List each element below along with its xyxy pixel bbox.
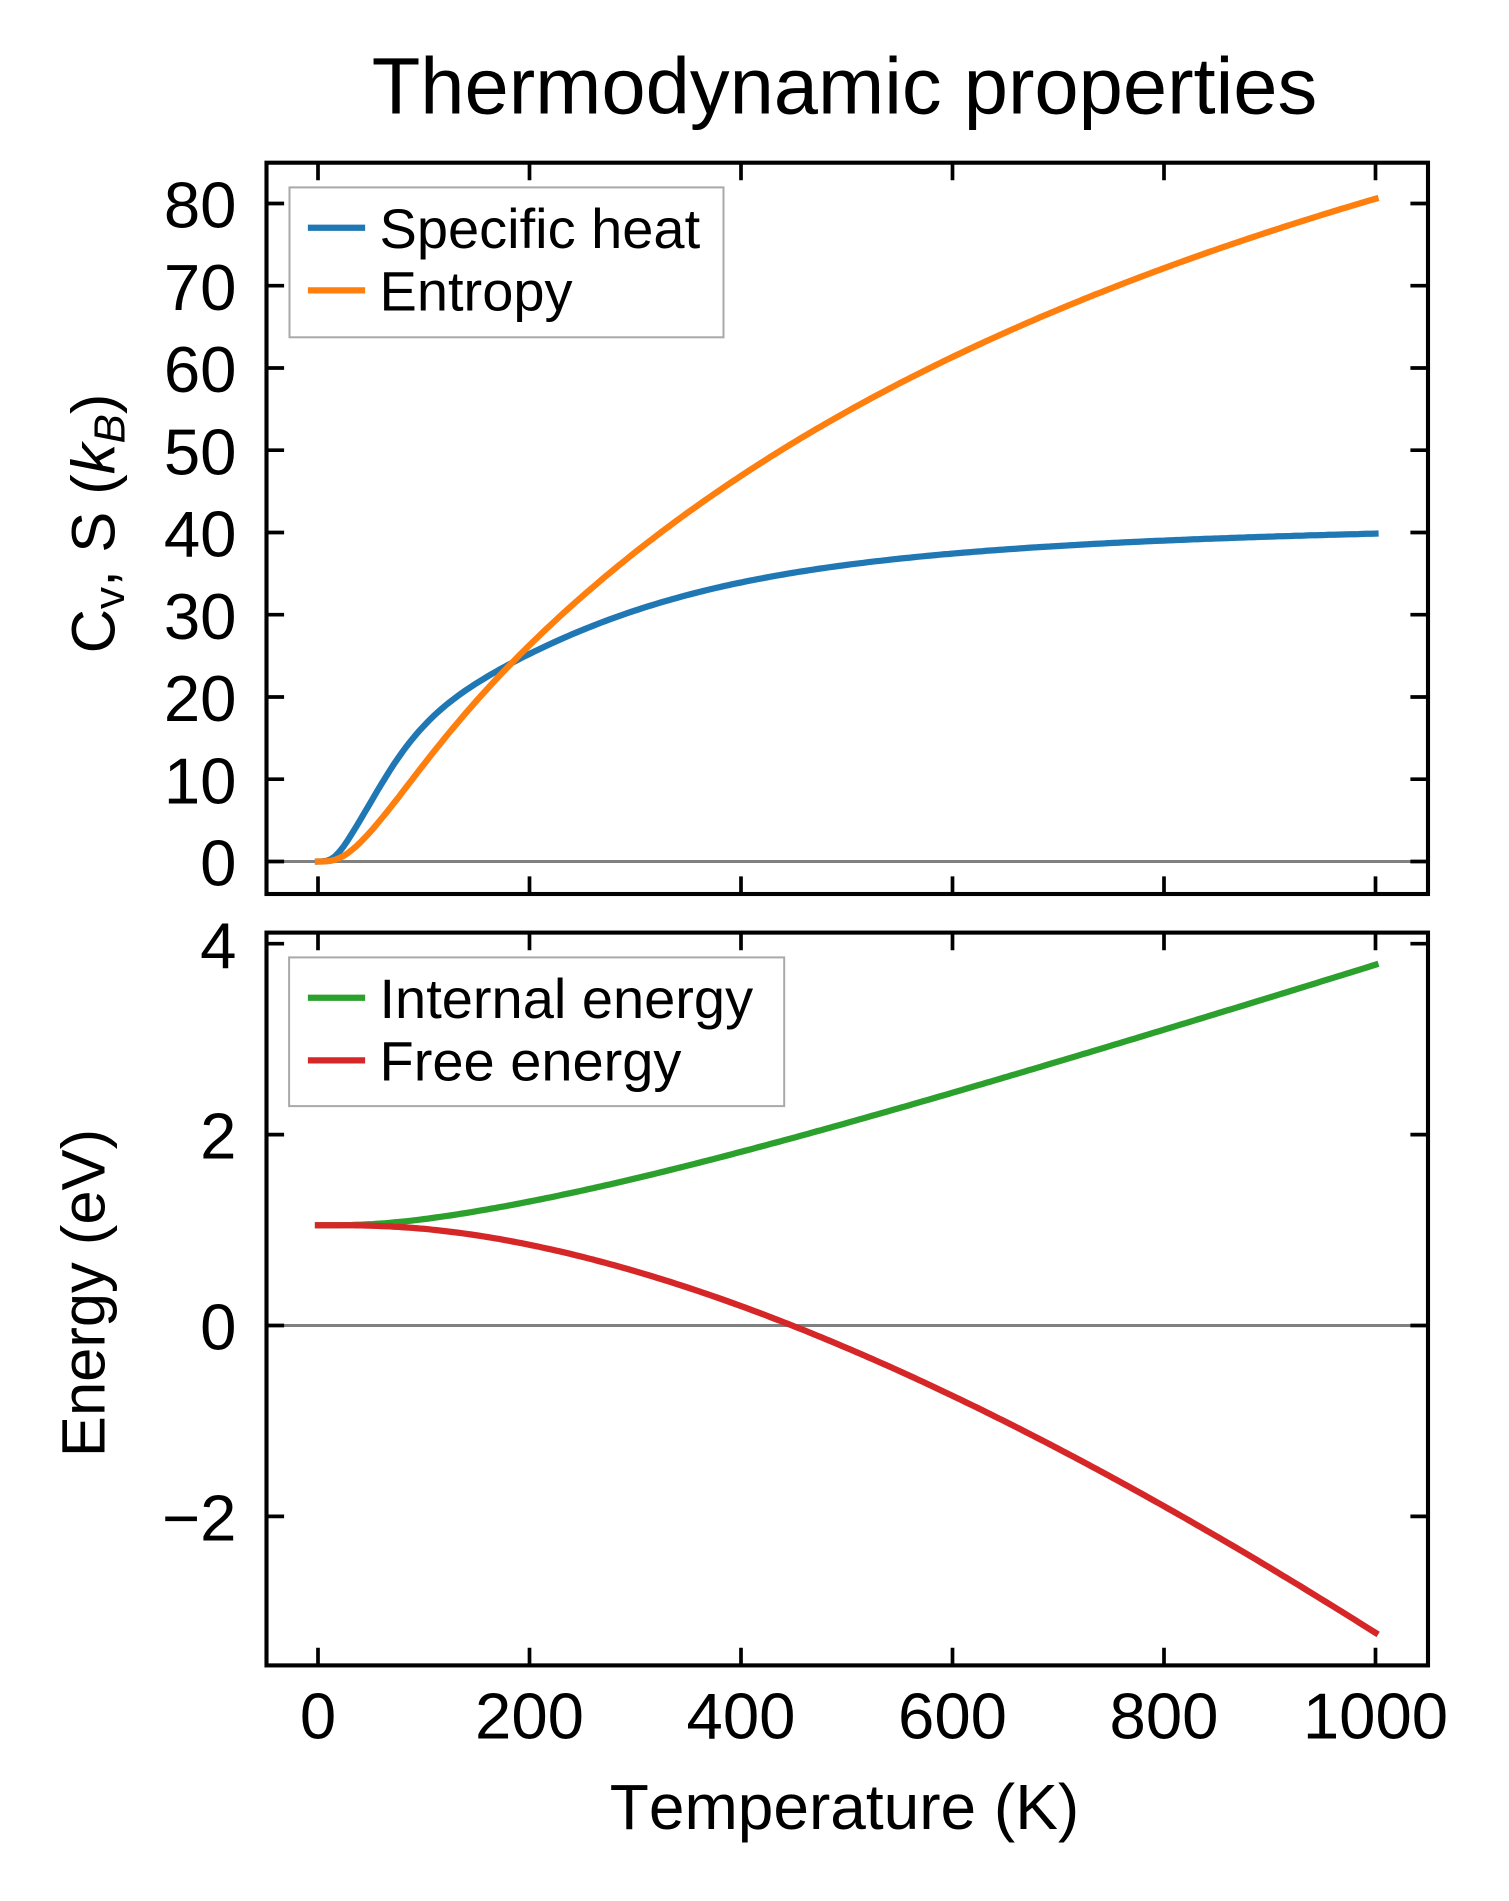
svg-text:30: 30: [164, 580, 237, 653]
svg-text:400: 400: [687, 1680, 796, 1753]
svg-text:0: 0: [200, 1291, 236, 1364]
svg-text:1000: 1000: [1303, 1680, 1448, 1753]
svg-text:Thermodynamic properties: Thermodynamic properties: [372, 42, 1318, 131]
svg-text:0: 0: [300, 1680, 336, 1753]
svg-text:40: 40: [164, 498, 237, 571]
svg-text:4: 4: [200, 909, 236, 982]
svg-text:600: 600: [898, 1680, 1007, 1753]
svg-text:Free energy: Free energy: [380, 1030, 682, 1093]
svg-text:Cv, S (kB): Cv, S (kB): [59, 394, 134, 654]
svg-text:70: 70: [164, 251, 237, 324]
svg-text:20: 20: [164, 662, 237, 735]
svg-text:80: 80: [164, 169, 237, 242]
svg-text:800: 800: [1110, 1680, 1219, 1753]
svg-text:Energy (eV): Energy (eV): [50, 1129, 119, 1457]
svg-text:Temperature (K): Temperature (K): [610, 1771, 1079, 1843]
svg-text:60: 60: [164, 333, 237, 406]
svg-text:10: 10: [164, 744, 237, 817]
svg-text:Internal energy: Internal energy: [380, 967, 754, 1030]
svg-text:−2: −2: [162, 1482, 236, 1555]
svg-text:0: 0: [200, 827, 236, 900]
svg-text:2: 2: [200, 1100, 236, 1173]
svg-text:50: 50: [164, 415, 237, 488]
svg-text:Specific heat: Specific heat: [380, 197, 701, 260]
svg-text:Entropy: Entropy: [380, 260, 573, 323]
svg-text:200: 200: [475, 1680, 584, 1753]
